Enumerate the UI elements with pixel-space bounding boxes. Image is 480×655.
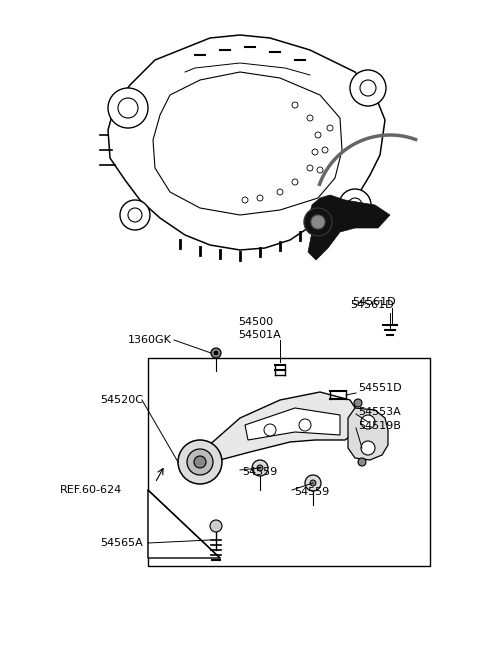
Circle shape (327, 125, 333, 131)
Polygon shape (195, 392, 360, 468)
Text: 54551D: 54551D (358, 383, 402, 393)
Circle shape (257, 465, 263, 471)
Text: 54500: 54500 (238, 317, 273, 327)
Circle shape (322, 147, 328, 153)
Circle shape (361, 441, 375, 455)
Circle shape (292, 179, 298, 185)
Circle shape (252, 460, 268, 476)
Circle shape (187, 449, 213, 475)
Text: 54565A: 54565A (100, 538, 143, 548)
Circle shape (354, 399, 362, 407)
Polygon shape (348, 408, 388, 460)
Circle shape (311, 215, 325, 229)
Circle shape (128, 208, 142, 222)
Bar (148, 358, 430, 566)
Circle shape (242, 197, 248, 203)
Circle shape (194, 456, 206, 468)
Circle shape (339, 189, 371, 221)
Text: 54561D: 54561D (352, 297, 396, 307)
Circle shape (307, 115, 313, 121)
Circle shape (315, 132, 321, 138)
Polygon shape (153, 72, 342, 215)
Text: 54559: 54559 (242, 467, 277, 477)
Circle shape (312, 149, 318, 155)
Text: 54559: 54559 (294, 487, 329, 497)
Polygon shape (245, 408, 340, 440)
Circle shape (292, 102, 298, 108)
Circle shape (257, 195, 263, 201)
Text: 54553A: 54553A (358, 407, 401, 417)
Text: 54520C: 54520C (100, 395, 143, 405)
Circle shape (317, 167, 323, 173)
Circle shape (299, 419, 311, 431)
Circle shape (360, 80, 376, 96)
Circle shape (118, 98, 138, 118)
Circle shape (307, 165, 313, 171)
Circle shape (108, 88, 148, 128)
Text: REF.60-624: REF.60-624 (60, 485, 122, 495)
Circle shape (358, 458, 366, 466)
Text: 54519B: 54519B (358, 421, 401, 431)
Circle shape (211, 348, 221, 358)
Circle shape (214, 351, 218, 355)
Text: 54561D: 54561D (350, 300, 394, 310)
Polygon shape (148, 490, 220, 558)
Circle shape (350, 70, 386, 106)
Circle shape (264, 424, 276, 436)
Circle shape (348, 198, 362, 212)
Circle shape (210, 520, 222, 532)
Circle shape (277, 189, 283, 195)
Circle shape (310, 480, 316, 486)
Text: 54501A: 54501A (238, 330, 281, 340)
Circle shape (305, 475, 321, 491)
Circle shape (120, 200, 150, 230)
Circle shape (178, 440, 222, 484)
Polygon shape (308, 195, 390, 260)
Circle shape (304, 208, 332, 236)
Polygon shape (108, 35, 385, 250)
Circle shape (361, 415, 375, 429)
Text: 1360GK: 1360GK (128, 335, 172, 345)
